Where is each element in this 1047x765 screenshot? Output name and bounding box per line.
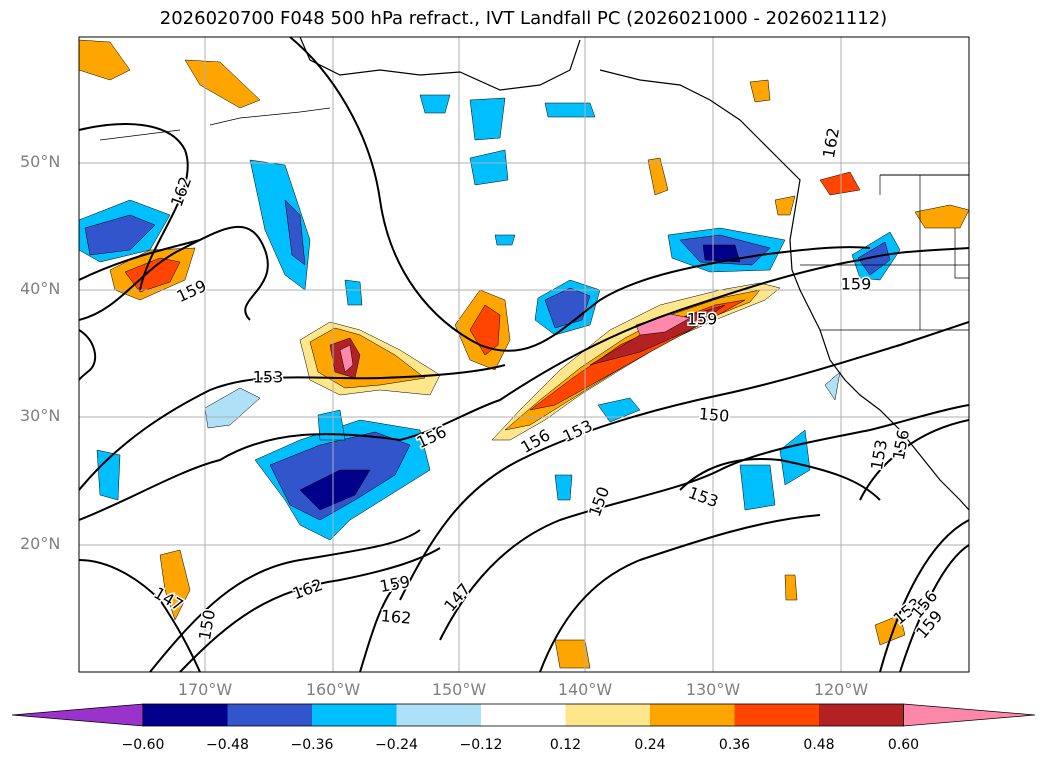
contour-label: 153 (560, 416, 596, 446)
colorbar-segment (396, 704, 481, 726)
colorbar-tick-label: −0.48 (206, 737, 249, 753)
contour-label: 150 (585, 484, 613, 519)
contour-label: 162 (819, 126, 843, 159)
colorbar-arrow-left (11, 703, 144, 727)
colorbar-segment (565, 704, 650, 726)
contour-label: 162 (290, 575, 325, 603)
contour-156 (79, 247, 969, 521)
colorbar-tick-label: 0.36 (718, 737, 751, 753)
height-contours (79, 37, 969, 672)
lat-label-20n: 20°N (20, 534, 61, 553)
lon-label-140w: 140°W (557, 680, 613, 699)
contour-159b (79, 239, 201, 281)
lon-label-150w: 150°W (431, 680, 487, 699)
contour-lower2 (179, 547, 441, 672)
contour-lower3 (359, 579, 401, 672)
map-title: 2026020700 F048 500 hPa refract., IVT La… (159, 8, 888, 29)
colorbar-tick-label: 0.12 (549, 737, 582, 753)
contour-right2 (899, 544, 969, 672)
contour-label: 159 (378, 572, 411, 596)
contour-label: 156 (414, 422, 450, 452)
colorbar-segment (312, 704, 397, 726)
contour-label: 162 (380, 606, 412, 628)
colorbar-outline (142, 703, 904, 727)
colorbar-segment (143, 704, 228, 726)
colorbar-tick-label: −0.24 (375, 737, 418, 753)
colorbar-segment (481, 704, 566, 726)
coastlines (99, 37, 969, 511)
contour-label: 159 (841, 275, 872, 294)
colorbar-segment (734, 704, 819, 726)
contour-159 (79, 225, 269, 321)
contour-right3 (859, 419, 969, 501)
contour-mid-low (539, 514, 821, 672)
contour-label: 150 (195, 608, 219, 641)
gridlines (79, 37, 969, 672)
colorbar-tick-label: −0.12 (459, 737, 503, 753)
contour-153 (79, 364, 506, 491)
colorbar-tick-label: 0.24 (634, 737, 666, 753)
contour-label: 159 (687, 310, 718, 329)
colorbar-arrow-right (903, 703, 1036, 727)
filled-anomalies (79, 39, 969, 669)
contour-162 (79, 123, 189, 291)
contour-left-low (79, 559, 201, 672)
contour-label: 156 (889, 428, 913, 461)
contour-label: 147 (440, 580, 474, 616)
colorbar-tick-label: 0.48 (803, 737, 835, 753)
contour-150 (399, 321, 969, 601)
lat-label-30n: 30°N (20, 406, 61, 425)
colorbar-segment (819, 704, 904, 726)
colorbar-tick-label: −0.36 (290, 737, 334, 753)
colorbar-segment (650, 704, 735, 726)
plot-frame (78, 36, 970, 673)
contour-153b (679, 458, 881, 501)
colorbar-tick-label: 0.60 (887, 737, 920, 753)
contour-label: 150 (698, 404, 730, 426)
lon-label-130w: 130°W (685, 680, 741, 699)
lat-label-40n: 40°N (20, 279, 61, 298)
contour-label: 162 (167, 174, 195, 209)
lon-label-170w: 170°W (177, 680, 233, 699)
lon-label-160w: 160°W (305, 680, 361, 699)
colorbar (11, 703, 1036, 727)
lon-label-120w: 120°W (813, 680, 869, 699)
contour-upper (289, 37, 871, 352)
contour-left-mid (79, 329, 97, 381)
contour-right1 (879, 519, 969, 672)
contour-label: 153 (867, 438, 891, 471)
contour-147 (439, 404, 969, 641)
lat-label-50n: 50°N (20, 152, 61, 171)
contour-lower1 (149, 529, 421, 672)
contour-label: 153 (253, 368, 284, 387)
colorbar-segment (227, 704, 312, 726)
contour-label: 153 (686, 483, 721, 511)
colorbar-tick-label: −0.60 (121, 737, 165, 753)
